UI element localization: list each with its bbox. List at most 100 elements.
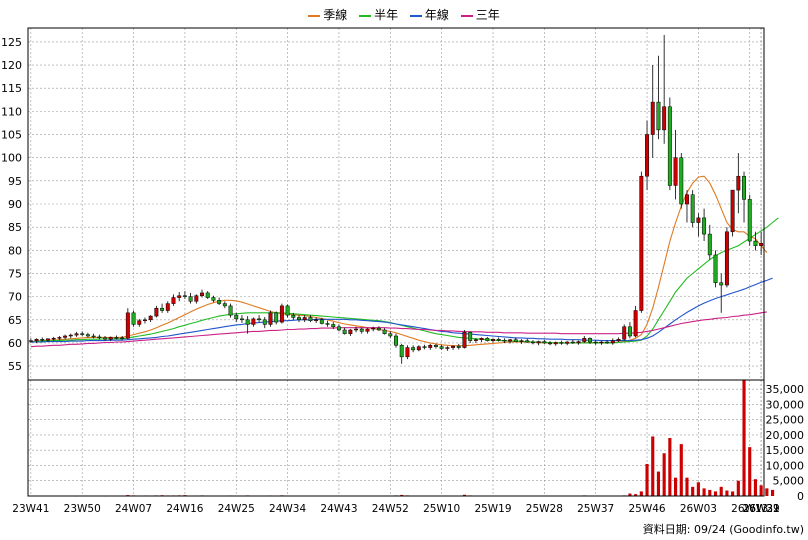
volume-bar (679, 444, 683, 496)
candle-body (451, 345, 456, 348)
candle-body (51, 338, 56, 340)
candle-body (376, 327, 381, 331)
candle-body (91, 335, 96, 338)
price-tick-label: 60 (8, 337, 22, 350)
candle-body (268, 312, 273, 325)
candle-body (285, 305, 290, 316)
candle-body (468, 332, 473, 341)
volume-bar (668, 438, 672, 496)
x-tick-label: 24W25 (218, 503, 255, 515)
candle-body (479, 338, 484, 340)
candle-body (696, 217, 701, 223)
x-tick-label: 25W28 (526, 503, 563, 515)
volume-bar (628, 493, 632, 496)
candle-body (371, 327, 376, 330)
price-tick-label: 125 (1, 36, 22, 49)
candle-body (667, 106, 672, 186)
volume-bar (702, 488, 706, 496)
candle-body (348, 329, 353, 334)
volume-tick-label: 30,000 (766, 398, 805, 411)
volume-bar (731, 491, 735, 496)
candle-body (217, 300, 222, 304)
ma-line-三年 (30, 311, 767, 348)
candle-body (148, 315, 153, 321)
candle-body (548, 342, 553, 345)
candle-body (228, 305, 233, 316)
candle-body (239, 318, 244, 321)
volume-bar (770, 489, 775, 496)
candle-body (171, 297, 176, 304)
price-tick-label: 80 (8, 244, 22, 257)
candle-body (234, 314, 239, 320)
candle-body (125, 312, 130, 339)
chart-frame (27, 27, 765, 497)
candle-body (576, 341, 581, 344)
volume-bar (400, 494, 404, 496)
candle-body (302, 317, 307, 321)
legend-swatch (359, 14, 372, 17)
candle-body (565, 341, 570, 344)
candle-body (103, 337, 107, 340)
candle-body (359, 328, 364, 332)
candle-body (399, 345, 404, 358)
candle-body (645, 134, 650, 177)
candle-body (559, 342, 564, 344)
volume-axis-ticks: 0 5,000 10,000 15,000 20,000 25,000 30,000 35,0… (766, 383, 805, 503)
candle-body (542, 341, 547, 344)
candle-body (422, 346, 427, 348)
candle-body (633, 310, 638, 337)
volume-tick-label: 5,000 (773, 475, 805, 488)
candle-body (325, 323, 330, 325)
volume-tick-label: 35,000 (766, 383, 805, 396)
candle-body (525, 340, 530, 343)
candle-body (97, 336, 102, 339)
candle-body (713, 254, 718, 283)
candle-body (724, 231, 729, 286)
candle-body (28, 340, 33, 342)
legend-label: 三年 (475, 8, 500, 22)
candle-body (114, 337, 119, 339)
x-tick-label: 24W52 (372, 503, 409, 515)
candle-body (279, 305, 284, 323)
ma-line-年線 (30, 277, 773, 343)
x-tick-label: 24W16 (166, 503, 203, 515)
candle-body (319, 319, 324, 324)
candle-body (63, 335, 68, 338)
candle-body (730, 189, 735, 233)
ma-line-季線 (30, 175, 768, 347)
x-tick-label: 24W34 (269, 503, 306, 515)
candle-body (690, 194, 695, 223)
legend-swatch (460, 14, 473, 17)
volume-bar (719, 486, 723, 496)
candle-body (428, 345, 433, 348)
candle-body (588, 338, 592, 343)
candle-body (160, 307, 165, 311)
candle-body (736, 175, 741, 191)
x-tick-label: 26W31 (743, 503, 780, 515)
legend-label: 季線 (323, 8, 348, 22)
candle-body (405, 347, 410, 358)
x-tick-label: 24W43 (320, 503, 357, 515)
candle-body (80, 333, 85, 335)
candle-body (616, 338, 621, 341)
volume-tick-label: 0 (797, 490, 804, 503)
candle-body (702, 217, 707, 235)
candle-body (622, 326, 627, 340)
volume-bar (713, 491, 718, 496)
volume-bar (736, 480, 740, 496)
candle-body (473, 339, 478, 341)
candle-body (40, 338, 45, 341)
candle-body (610, 340, 615, 344)
candle-body (508, 339, 513, 342)
candle-body (416, 346, 421, 351)
x-tick-label: 25W10 (423, 503, 460, 515)
candle-body (456, 345, 461, 348)
candle-body (354, 328, 359, 331)
candle-body (142, 319, 147, 321)
price-tick-label: 90 (8, 198, 22, 211)
candle-body (719, 282, 724, 286)
candle-body (85, 334, 90, 337)
price-tick-label: 105 (1, 129, 22, 142)
plot-border (27, 27, 765, 497)
candle-body (679, 157, 684, 205)
